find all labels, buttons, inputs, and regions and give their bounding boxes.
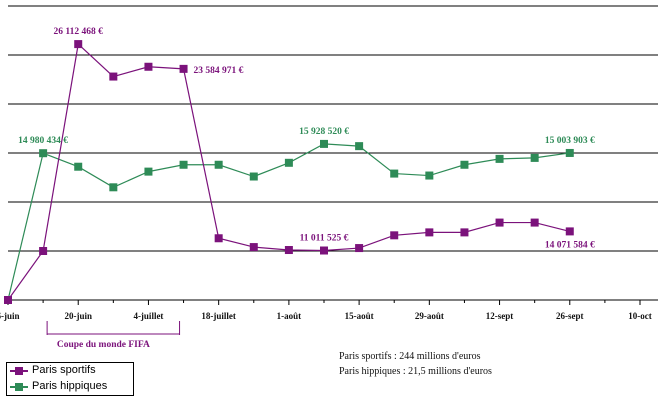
data-point bbox=[530, 153, 539, 162]
data-point bbox=[284, 246, 293, 255]
series-line bbox=[7, 42, 570, 301]
legend-item-paris-hippiques: Paris hippiques bbox=[7, 379, 133, 395]
data-label: 26 112 468 € bbox=[54, 27, 104, 37]
data-label: 11 011 525 € bbox=[300, 234, 349, 244]
legend-label: Paris sportifs bbox=[32, 364, 96, 376]
data-point bbox=[425, 228, 434, 237]
data-point bbox=[179, 64, 188, 73]
data-point bbox=[390, 231, 399, 240]
data-point bbox=[495, 218, 504, 227]
data-point bbox=[530, 218, 539, 227]
x-tick-label: 12-sept bbox=[486, 311, 514, 321]
legend-swatch-paris-hippiques bbox=[10, 383, 28, 391]
data-point bbox=[320, 139, 328, 148]
data-point bbox=[214, 234, 223, 243]
annotation-label: Coupe du monde FIFA bbox=[57, 340, 150, 350]
series-line bbox=[7, 143, 570, 301]
data-point bbox=[425, 171, 434, 180]
series-lines bbox=[4, 40, 574, 304]
legend-label: Paris hippiques bbox=[32, 380, 108, 392]
x-axis: 6-juin 20-juin 4-juillet 18-juillet 1-août 15… bbox=[0, 300, 652, 321]
data-point bbox=[249, 243, 258, 252]
data-point bbox=[214, 160, 223, 169]
data-label: 15 003 903 € bbox=[545, 136, 595, 146]
data-point bbox=[565, 227, 574, 236]
data-point bbox=[565, 148, 574, 157]
x-tick-label: 4-juillet bbox=[133, 311, 163, 321]
x-tick-label: 6-juin bbox=[0, 311, 20, 321]
data-point bbox=[144, 167, 153, 176]
data-label: 14 980 434 € bbox=[18, 136, 68, 146]
data-point bbox=[460, 160, 469, 169]
annotation-bracket: Coupe du monde FIFA bbox=[46, 321, 181, 350]
legend-swatch-paris-sportifs bbox=[10, 367, 28, 375]
data-point bbox=[74, 162, 83, 171]
data-point bbox=[39, 247, 48, 255]
data-label: 23 584 971 € bbox=[194, 66, 244, 76]
x-tick-label: 15-août bbox=[345, 311, 374, 321]
data-point bbox=[109, 183, 118, 192]
x-tick-label: 20-juin bbox=[64, 311, 92, 321]
x-tick-label: 18-juillet bbox=[201, 311, 236, 321]
data-point bbox=[355, 244, 364, 253]
data-point bbox=[284, 158, 293, 167]
x-tick-label: 1-août bbox=[277, 311, 302, 321]
x-tick-label: 26-sept bbox=[556, 311, 584, 321]
x-tick-label: 10-oct bbox=[628, 311, 652, 321]
data-point bbox=[390, 169, 399, 178]
note-paris-hippiques-total: Paris hippiques : 21,5 millions d'euros bbox=[339, 366, 492, 377]
data-point bbox=[109, 72, 118, 81]
note-paris-sportifs-total: Paris sportifs : 244 millions d'euros bbox=[339, 351, 481, 362]
data-point bbox=[460, 228, 469, 237]
data-point bbox=[74, 40, 83, 49]
data-point bbox=[39, 149, 48, 158]
data-point bbox=[179, 160, 188, 169]
legend-item-paris-sportifs: Paris sportifs bbox=[7, 363, 133, 379]
data-point bbox=[249, 172, 258, 181]
data-label: 14 071 584 € bbox=[545, 240, 595, 250]
data-point bbox=[355, 142, 364, 151]
x-tick-label: 29-août bbox=[415, 311, 444, 321]
data-point bbox=[495, 154, 504, 163]
data-point bbox=[320, 246, 328, 255]
data-point bbox=[4, 296, 12, 304]
data-labels: 26 112 468 € 23 584 971 € 11 011 525 € 14 0… bbox=[18, 27, 595, 250]
data-point bbox=[144, 62, 153, 71]
data-label: 15 928 520 € bbox=[299, 127, 349, 137]
legend: Paris sportifs Paris hippiques bbox=[6, 362, 134, 396]
gridlines bbox=[8, 5, 658, 301]
